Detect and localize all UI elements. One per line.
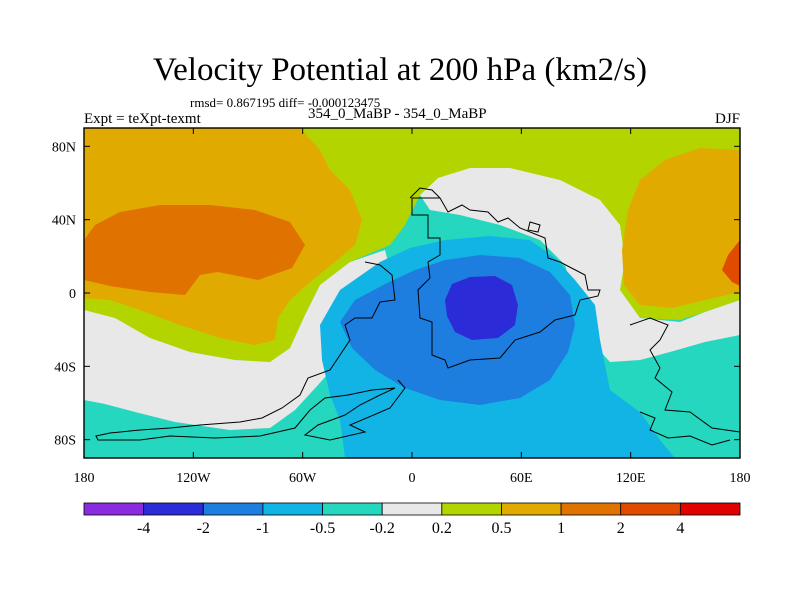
colorbar-swatch bbox=[501, 502, 562, 516]
lat-tick-label: 80S bbox=[54, 434, 76, 449]
colorbar-swatch bbox=[679, 502, 741, 516]
lon-tick-label: 60E bbox=[510, 471, 533, 486]
field-positive-2-east bbox=[722, 240, 740, 286]
colorbar-label: 4 bbox=[676, 520, 684, 537]
colorbar-label: -4 bbox=[137, 520, 150, 537]
field-neutral-west bbox=[84, 250, 395, 430]
case-label: 354_0_MaBP - 354_0_MaBP bbox=[308, 106, 487, 122]
longitude-ticks: 180 120W 60W 0 60E 120E 180 bbox=[74, 128, 751, 486]
stats-line: rmsd= 0.867195 diff= -0.000123475 bbox=[190, 95, 381, 110]
colorbar-label: 0.2 bbox=[432, 520, 452, 537]
season-label: DJF bbox=[714, 111, 740, 127]
field-negative-4 bbox=[445, 276, 518, 340]
colorbar-label: 2 bbox=[617, 520, 625, 537]
lat-tick-label: 40S bbox=[54, 360, 76, 375]
latitude-ticks: 80N 40N 0 40S 80S bbox=[52, 140, 740, 449]
colorbar bbox=[83, 502, 741, 516]
colorbar-label: -2 bbox=[197, 520, 210, 537]
coastline-north-atlantic bbox=[409, 187, 541, 233]
lon-tick-label: 120E bbox=[616, 471, 646, 486]
colorbar-swatch bbox=[441, 502, 502, 516]
lat-tick-label: 40N bbox=[52, 214, 76, 229]
coastline-americas bbox=[95, 261, 406, 441]
lat-tick-label: 0 bbox=[69, 287, 76, 302]
lat-tick-label: 80N bbox=[52, 140, 76, 155]
field-positive-1 bbox=[84, 205, 305, 295]
field-positive-05-east bbox=[622, 148, 740, 308]
colorbar-swatch bbox=[202, 502, 264, 516]
colorbar-label: 0.5 bbox=[491, 520, 511, 537]
colorbar-swatch bbox=[560, 502, 622, 516]
colorbar-label: -0.2 bbox=[370, 520, 395, 537]
colorbar-swatch bbox=[620, 502, 681, 516]
field-neutral-east bbox=[420, 168, 740, 362]
colorbar-swatch bbox=[322, 502, 383, 516]
colorbar-label: -1 bbox=[256, 520, 269, 537]
colorbar-label: 1 bbox=[557, 520, 565, 537]
lon-tick-label: 180 bbox=[74, 471, 95, 486]
coastline-asia-pacific bbox=[629, 317, 740, 446]
page-title: Velocity Potential at 200 hPa (km2/s) bbox=[152, 52, 648, 88]
lon-tick-label: 120W bbox=[176, 471, 211, 486]
colorbar-swatch bbox=[83, 502, 145, 516]
colorbar-labels: -4 -2 -1 -0.5 -0.2 0.2 0.5 1 2 4 bbox=[137, 520, 684, 537]
colorbar-swatch bbox=[381, 502, 443, 516]
lon-tick-label: 60W bbox=[289, 471, 317, 486]
coastline-africa-europe bbox=[411, 197, 601, 369]
colorbar-swatch bbox=[143, 502, 204, 516]
experiment-label: Expt = teXpt-texmt bbox=[84, 111, 201, 127]
colorbar-label: -0.5 bbox=[310, 520, 335, 537]
contour-fill-field bbox=[84, 128, 740, 458]
coastline-outlines bbox=[95, 187, 740, 446]
lon-tick-label: 180 bbox=[730, 471, 751, 486]
lon-tick-label: 0 bbox=[409, 471, 416, 486]
colorbar-swatch bbox=[262, 502, 323, 516]
